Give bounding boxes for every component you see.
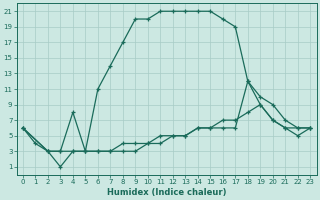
X-axis label: Humidex (Indice chaleur): Humidex (Indice chaleur) <box>107 188 226 197</box>
